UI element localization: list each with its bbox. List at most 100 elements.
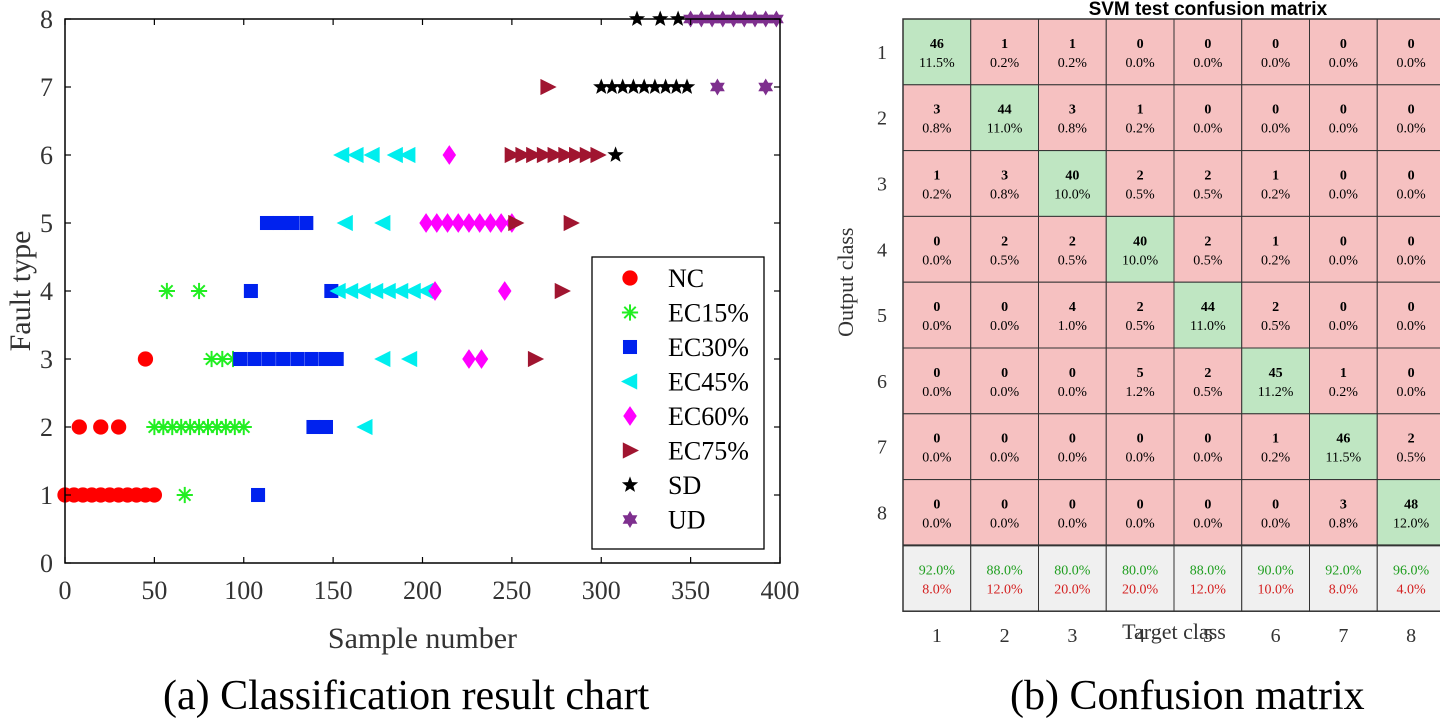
data-point (670, 10, 687, 26)
cell-count: 2 (1137, 300, 1144, 315)
data-point (190, 282, 208, 300)
cell-count: 92.0% (1325, 563, 1362, 578)
cell-percent: 11.0% (1190, 319, 1226, 334)
x-tick-label: 150 (314, 576, 353, 605)
data-point (233, 351, 248, 367)
cell-percent: 0.0% (1058, 385, 1088, 400)
cell-percent: 0.0% (1058, 451, 1088, 466)
cell-count: 0 (1272, 37, 1279, 52)
cell-count: 40 (1065, 169, 1079, 184)
data-point (333, 146, 350, 164)
cell-percent: 0.2% (1329, 385, 1359, 400)
data-point (71, 419, 87, 435)
data-point (399, 146, 416, 164)
data-point (430, 213, 444, 233)
cell-count: 1 (1340, 366, 1347, 381)
cell-count: 0 (1069, 432, 1076, 447)
cell-percent: 11.5% (1326, 451, 1362, 466)
matrix-cell (1241, 18, 1310, 86)
output-class-tick: 2 (877, 108, 887, 130)
matrix-cell (970, 281, 1039, 349)
cell-percent: 0.5% (990, 253, 1020, 268)
data-point (428, 281, 442, 301)
cell-count: 0 (1001, 432, 1008, 447)
x-tick-label: 350 (671, 576, 710, 605)
cell-count: 1 (1272, 234, 1279, 249)
data-point (419, 213, 433, 233)
cell-count: 1 (1272, 432, 1279, 447)
matrix-cell (1173, 84, 1243, 152)
legend-label: EC60% (668, 402, 749, 431)
legend-marker (622, 270, 638, 286)
matrix-cell (1309, 84, 1378, 152)
cell-count: 40 (1133, 234, 1147, 249)
matrix-cell (1038, 347, 1107, 415)
cell-count: 0 (1340, 234, 1347, 249)
cell-count: 2 (1204, 234, 1211, 249)
legend-label: EC30% (668, 333, 749, 362)
cell-percent: 0.0% (990, 517, 1020, 532)
cell-percent: 0.0% (922, 385, 952, 400)
cell-percent: 0.5% (1058, 253, 1088, 268)
legend-marker (622, 339, 638, 355)
data-point (276, 351, 291, 367)
matrix-cell (1376, 479, 1440, 546)
series-sd (593, 10, 696, 162)
data-point (526, 146, 543, 164)
cell-count: 80.0% (1122, 563, 1159, 578)
target-class-tick: 5 (1203, 625, 1213, 647)
legend-marker (622, 510, 638, 528)
matrix-cell (1241, 347, 1310, 415)
cell-percent: 0.2% (1261, 451, 1291, 466)
cell-count: 0 (1137, 432, 1144, 447)
y-tick-label: 2 (40, 413, 53, 442)
data-point (547, 146, 564, 164)
cell-percent: 0.5% (1261, 319, 1291, 334)
confusion-matrix-y-axis-label: Output class (833, 228, 858, 337)
cell-count: 0 (1340, 103, 1347, 118)
legend-label: SD (668, 471, 701, 500)
series-ec30 (233, 215, 344, 503)
cell-count: 0 (1408, 103, 1415, 118)
cell-count: 3 (1001, 169, 1008, 184)
data-point (474, 349, 489, 369)
x-tick-label: 100 (224, 576, 263, 605)
data-point (347, 146, 364, 164)
cell-percent: 0.0% (1261, 56, 1291, 71)
y-tick-label: 8 (40, 5, 53, 34)
matrix-cell (1309, 413, 1378, 481)
cell-count: 0 (1408, 300, 1415, 315)
data-point (374, 350, 391, 368)
data-point (306, 419, 321, 435)
matrix-cell (970, 150, 1039, 217)
x-tick-label: 200 (403, 576, 442, 605)
legend-label: NC (668, 264, 704, 293)
legend-marker (621, 373, 638, 390)
cell-percent: 0.0% (1329, 253, 1359, 268)
data-point (318, 351, 333, 367)
cell-count: 2 (1069, 234, 1076, 249)
matrix-cell (902, 479, 972, 546)
cell-count: 88.0% (1190, 563, 1227, 578)
data-point (374, 214, 391, 232)
matrix-cell (1376, 347, 1440, 415)
data-point (247, 351, 262, 367)
series-ec45 (329, 146, 434, 436)
matrix-cell (1038, 413, 1107, 481)
cell-count: 5 (1137, 366, 1144, 381)
y-tick-label: 0 (40, 549, 53, 578)
cell-percent: 0.5% (1126, 188, 1156, 203)
cell-count: 4 (1069, 300, 1076, 315)
target-class-tick: 2 (1000, 625, 1010, 647)
matrix-cell (1105, 347, 1175, 415)
cell-percent: 11.5% (919, 56, 955, 71)
cell-percent: 0.0% (1329, 188, 1359, 203)
confusion-matrix-chart: SVM test confusion matrix 4611.5%10.2%10… (833, 0, 1440, 647)
cell-count: 80.0% (1054, 563, 1091, 578)
cell-percent: 0.0% (1397, 122, 1427, 137)
data-point (404, 282, 421, 300)
col-summary-cell (1038, 544, 1107, 612)
data-point (299, 215, 314, 231)
cell-count: 0 (933, 432, 940, 447)
confusion-matrix-x-axis-label: Target class (1122, 619, 1226, 644)
